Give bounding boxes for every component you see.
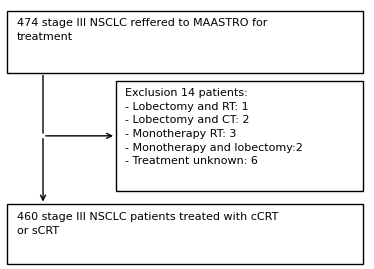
FancyBboxPatch shape [7, 11, 363, 73]
Text: Exclusion 14 patients:
- Lobectomy and RT: 1
- Lobectomy and CT: 2
- Monotherapy: Exclusion 14 patients: - Lobectomy and R… [125, 88, 303, 166]
FancyBboxPatch shape [116, 81, 363, 191]
FancyBboxPatch shape [7, 204, 363, 264]
Text: 460 stage III NSCLC patients treated with cCRT
or sCRT: 460 stage III NSCLC patients treated wit… [17, 212, 278, 236]
Text: 474 stage III NSCLC reffered to MAASTRO for
treatment: 474 stage III NSCLC reffered to MAASTRO … [17, 18, 267, 42]
